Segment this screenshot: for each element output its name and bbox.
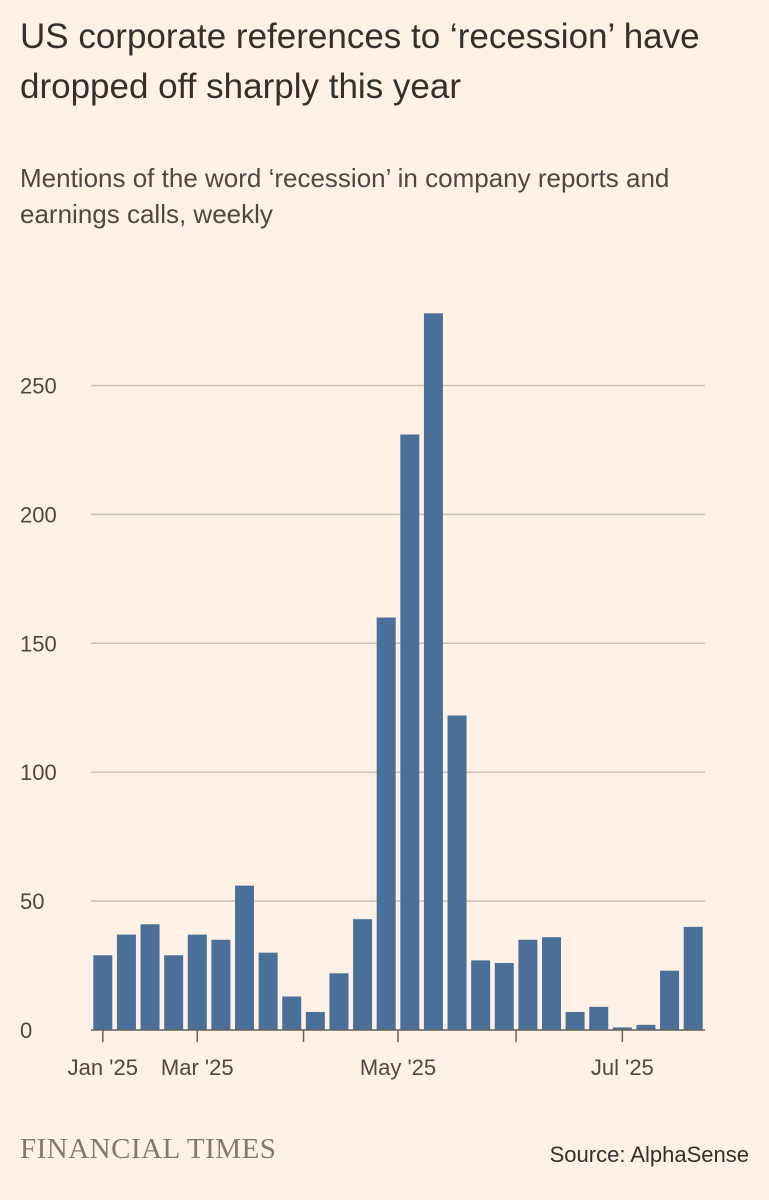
y-tick-label-50: 50 — [20, 889, 44, 914]
bar-week-1 — [93, 955, 113, 1030]
bar-week-3 — [140, 924, 160, 1030]
bar-week-12 — [353, 919, 373, 1030]
bar-week-16 — [447, 715, 467, 1030]
bar-week-26 — [683, 926, 703, 1030]
x-tick-label-0: Jan '25 — [68, 1055, 138, 1080]
bar-week-21 — [565, 1011, 585, 1030]
bar-week-19 — [518, 939, 538, 1030]
bar-week-14 — [400, 434, 420, 1030]
bar-week-22 — [589, 1006, 609, 1030]
bar-week-2 — [116, 934, 136, 1030]
x-tick-label-5: Jul '25 — [591, 1055, 654, 1080]
bar-week-23 — [612, 1027, 632, 1030]
chart-subtitle: Mentions of the word ‘recession’ in comp… — [20, 163, 670, 229]
x-tick-labels: Jan '25 Mar '25 May '25 Jul '25 — [68, 1055, 654, 1080]
y-tick-label-200: 200 — [20, 502, 57, 527]
bar-week-24 — [636, 1024, 656, 1030]
bar-week-7 — [235, 885, 254, 1030]
bar-week-4 — [164, 955, 184, 1030]
y-gridlines — [91, 384, 705, 902]
bar-week-5 — [187, 934, 207, 1030]
ft-logo: FINANCIAL TIMES — [20, 1133, 277, 1165]
y-tick-label-150: 150 — [20, 631, 57, 656]
y-tick-label-0: 0 — [20, 1018, 32, 1043]
bar-week-25 — [660, 970, 680, 1030]
bar-week-6 — [211, 939, 231, 1030]
y-tick-labels: 0 50 100 150 200 250 — [20, 374, 57, 1044]
bar-week-11 — [329, 973, 349, 1030]
bar-week-20 — [542, 937, 561, 1030]
bar-week-17 — [471, 960, 491, 1030]
bar-chart: 0 50 100 150 200 250 Jan '25 Mar '25 May '25 Jul… — [20, 313, 705, 1080]
bar-week-10 — [305, 1011, 325, 1030]
chart-title: US corporate references to ‘recession’ h… — [20, 17, 700, 106]
bar-week-18 — [494, 962, 514, 1030]
bar-week-15 — [423, 313, 443, 1030]
x-ticks — [102, 1030, 624, 1042]
y-tick-label-250: 250 — [20, 374, 57, 399]
x-tick-label-1: Mar '25 — [161, 1055, 234, 1080]
bars — [93, 313, 703, 1030]
x-tick-label-3: May '25 — [360, 1055, 436, 1080]
bar-week-9 — [282, 996, 302, 1030]
y-tick-label-100: 100 — [20, 760, 57, 785]
bar-week-8 — [258, 952, 278, 1030]
bar-week-13 — [376, 617, 396, 1030]
source-note: Source: AlphaSense — [549, 1142, 749, 1167]
